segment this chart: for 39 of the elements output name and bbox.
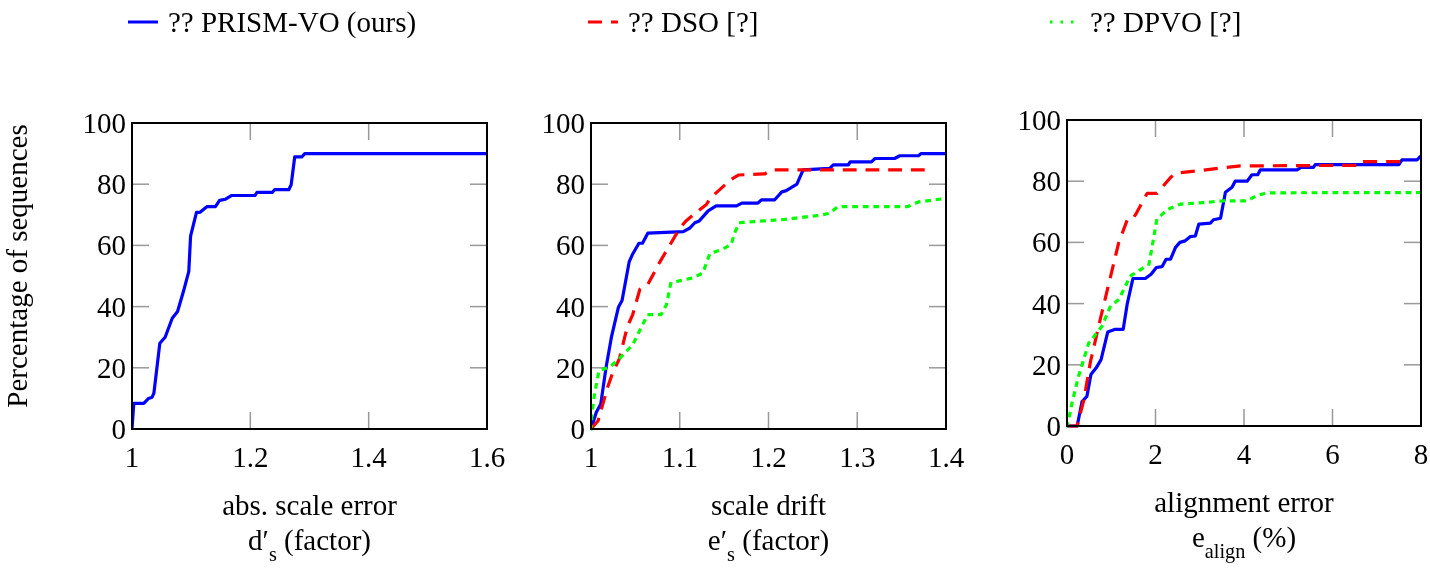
x-tick-label: 2 [1148, 438, 1163, 470]
y-tick-label: 20 [1032, 348, 1061, 381]
x-tick-label: 8 [1413, 438, 1429, 470]
x-tick-label: 1 [583, 441, 599, 473]
y-tick-label: 20 [556, 351, 585, 384]
x-axis-title: alignment error e$_{align}$ (%) [1154, 486, 1335, 563]
y-tick-label: 80 [556, 168, 585, 201]
x-tick-label: 1.4 [927, 441, 965, 473]
x-axis-title: abs. scale error d′$_{s}$ (factor) [222, 489, 398, 565]
legend-label: ?? DPVO [?] [1090, 6, 1242, 38]
y-tick-label: 100 [1017, 104, 1061, 136]
y-tick-label: 0 [570, 413, 585, 445]
y-tick-label: 100 [541, 107, 585, 139]
y-tick-label: 0 [111, 413, 126, 445]
x-tick-label: 6 [1325, 438, 1340, 470]
y-tick-label: 60 [97, 229, 126, 262]
y-tick-label: 40 [556, 290, 585, 323]
x-axis-title: scale drift e′$_{s}$ (factor) [707, 489, 830, 565]
x-tick-label: 1 [124, 441, 140, 473]
y-tick-label: 20 [97, 351, 126, 384]
y-tick-label: 0 [1046, 410, 1061, 442]
y-tick-label: 80 [1032, 165, 1061, 198]
y-tick-label: 40 [1032, 287, 1061, 320]
y-tick-label: 100 [82, 107, 126, 139]
y-tick-label: 40 [97, 290, 126, 323]
legend-label: ?? PRISM-VO (ours) [168, 6, 417, 39]
y-tick-label: 60 [1032, 226, 1061, 259]
x-tick-label: 1.3 [839, 441, 876, 473]
x-tick-label: 1.2 [232, 441, 269, 473]
x-tick-label: 1.1 [661, 441, 698, 473]
legend-label: ?? DSO [?] [628, 6, 759, 38]
y-tick-label: 80 [97, 168, 126, 201]
x-tick-label: 4 [1236, 438, 1252, 470]
x-tick-label: 1.6 [468, 441, 506, 473]
y-axis-title: Percentage of sequences [1, 124, 33, 408]
line-series [132, 152, 487, 431]
x-tick-label: 1.2 [750, 441, 787, 473]
y-tick-label: 60 [556, 229, 585, 262]
x-tick-label: 1.4 [350, 441, 388, 473]
